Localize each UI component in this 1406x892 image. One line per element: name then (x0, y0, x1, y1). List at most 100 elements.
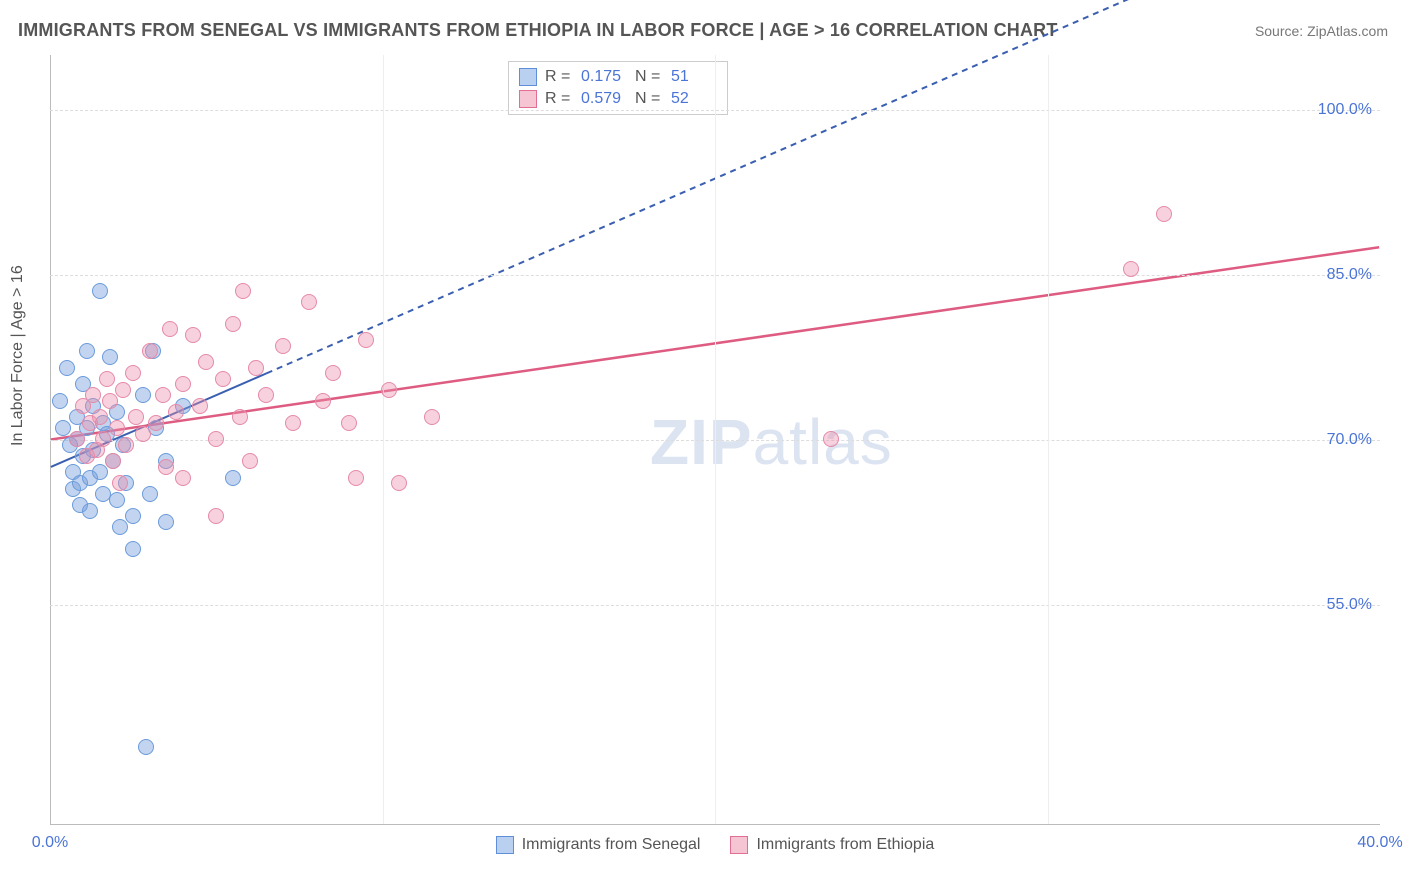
scatter-point (158, 514, 174, 530)
scatter-point (175, 470, 191, 486)
scatter-point (125, 508, 141, 524)
scatter-point (381, 382, 397, 398)
scatter-point (158, 459, 174, 475)
legend-label: Immigrants from Senegal (522, 836, 701, 854)
n-value: 52 (671, 90, 717, 108)
scatter-point (155, 387, 171, 403)
scatter-point (175, 376, 191, 392)
scatter-point (125, 541, 141, 557)
scatter-point (258, 387, 274, 403)
scatter-point (823, 431, 839, 447)
scatter-point (242, 453, 258, 469)
scatter-point (424, 409, 440, 425)
scatter-point (102, 393, 118, 409)
watermark-suffix: atlas (753, 406, 893, 478)
scatter-point (125, 365, 141, 381)
legend-series: Immigrants from Senegal Immigrants from E… (50, 836, 1380, 854)
y-tick-label: 55.0% (1327, 596, 1372, 614)
scatter-point (85, 387, 101, 403)
scatter-point (162, 321, 178, 337)
scatter-point (135, 426, 151, 442)
scatter-point (142, 343, 158, 359)
scatter-point (148, 415, 164, 431)
scatter-point (168, 404, 184, 420)
x-tick-label: 40.0% (1357, 834, 1402, 852)
legend-item: Immigrants from Senegal (496, 836, 701, 854)
watermark: ZIPatlas (650, 405, 893, 479)
scatter-point (315, 393, 331, 409)
scatter-point (325, 365, 341, 381)
legend-swatch (519, 68, 537, 86)
scatter-point (112, 475, 128, 491)
plot-area: ZIPatlas R =0.175N =51R =0.579N =52 Immi… (50, 55, 1380, 825)
legend-stat-row: R = 0.579 N = 52 (519, 88, 717, 110)
legend-swatch (496, 836, 514, 854)
legend-swatch (730, 836, 748, 854)
scatter-point (92, 283, 108, 299)
scatter-point (99, 371, 115, 387)
scatter-point (52, 393, 68, 409)
scatter-point (192, 398, 208, 414)
r-label: R = (545, 68, 573, 86)
chart-title: IMMIGRANTS FROM SENEGAL VS IMMIGRANTS FR… (18, 20, 1058, 41)
scatter-point (225, 316, 241, 332)
r-label: R = (545, 90, 573, 108)
scatter-point (208, 431, 224, 447)
scatter-point (79, 343, 95, 359)
scatter-point (82, 503, 98, 519)
y-axis-title: In Labor Force | Age > 16 (9, 265, 27, 446)
scatter-point (109, 492, 125, 508)
n-label: N = (635, 90, 663, 108)
watermark-prefix: ZIP (650, 406, 753, 478)
scatter-point (235, 283, 251, 299)
scatter-point (208, 508, 224, 524)
scatter-point (358, 332, 374, 348)
scatter-point (198, 354, 214, 370)
scatter-point (109, 420, 125, 436)
scatter-point (95, 431, 111, 447)
scatter-point (232, 409, 248, 425)
scatter-point (118, 437, 134, 453)
scatter-point (1123, 261, 1139, 277)
r-value: 0.175 (581, 68, 627, 86)
y-tick-label: 100.0% (1318, 101, 1372, 119)
vgrid-line (715, 55, 716, 824)
vgrid-line (383, 55, 384, 824)
scatter-point (69, 431, 85, 447)
source-label: Source: ZipAtlas.com (1255, 23, 1388, 39)
x-tick-label: 0.0% (32, 834, 68, 852)
scatter-point (348, 470, 364, 486)
scatter-point (1156, 206, 1172, 222)
scatter-point (115, 382, 131, 398)
legend-stat-row: R = 0.175 N = 51 (519, 66, 717, 88)
scatter-point (215, 371, 231, 387)
scatter-point (285, 415, 301, 431)
legend-swatch (519, 90, 537, 108)
vgrid-line (1048, 55, 1049, 824)
scatter-point (92, 464, 108, 480)
scatter-point (225, 470, 241, 486)
scatter-point (135, 387, 151, 403)
title-bar: IMMIGRANTS FROM SENEGAL VS IMMIGRANTS FR… (18, 20, 1388, 41)
scatter-point (248, 360, 264, 376)
n-value: 51 (671, 68, 717, 86)
scatter-point (391, 475, 407, 491)
scatter-point (301, 294, 317, 310)
y-tick-label: 85.0% (1327, 266, 1372, 284)
scatter-point (112, 519, 128, 535)
scatter-point (105, 453, 121, 469)
scatter-point (92, 409, 108, 425)
legend-item: Immigrants from Ethiopia (730, 836, 934, 854)
n-label: N = (635, 68, 663, 86)
scatter-point (185, 327, 201, 343)
r-value: 0.579 (581, 90, 627, 108)
scatter-point (102, 349, 118, 365)
scatter-point (55, 420, 71, 436)
y-tick-label: 70.0% (1327, 431, 1372, 449)
scatter-point (128, 409, 144, 425)
scatter-point (138, 739, 154, 755)
scatter-point (341, 415, 357, 431)
scatter-point (275, 338, 291, 354)
scatter-point (59, 360, 75, 376)
scatter-point (142, 486, 158, 502)
